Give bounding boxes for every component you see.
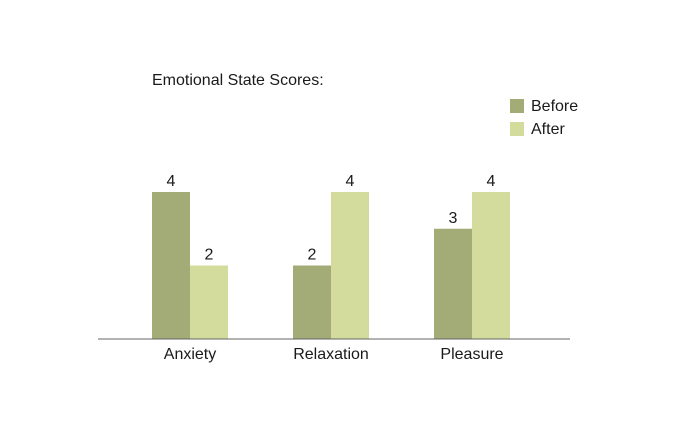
x-tick-label-relaxation: Relaxation <box>293 346 369 363</box>
bar-before-relaxation <box>293 265 331 339</box>
data-label-after-pleasure: 4 <box>487 173 496 190</box>
x-tick-label-anxiety: Anxiety <box>164 346 216 363</box>
legend-label-after: After <box>531 121 565 138</box>
bars-group <box>152 192 510 339</box>
bar-after-relaxation <box>331 192 369 339</box>
data-labels-group: 4 2 2 4 3 4 <box>167 173 496 264</box>
legend-swatch-before <box>510 99 524 113</box>
chart-title: Emotional State Scores: <box>152 72 324 89</box>
bar-after-anxiety <box>190 265 228 339</box>
x-tick-labels-group: Anxiety Relaxation Pleasure <box>164 346 504 363</box>
legend-label-before: Before <box>531 98 578 115</box>
legend: Before After <box>510 98 578 138</box>
x-tick-label-pleasure: Pleasure <box>440 346 503 363</box>
data-label-before-pleasure: 3 <box>449 210 458 227</box>
bar-before-pleasure <box>434 228 472 339</box>
data-label-after-anxiety: 2 <box>205 247 214 264</box>
data-label-before-anxiety: 4 <box>167 173 176 190</box>
legend-swatch-after <box>510 122 524 136</box>
data-label-after-relaxation: 4 <box>346 173 355 190</box>
bar-after-pleasure <box>472 192 510 339</box>
data-label-before-relaxation: 2 <box>308 247 317 264</box>
bar-before-anxiety <box>152 192 190 339</box>
